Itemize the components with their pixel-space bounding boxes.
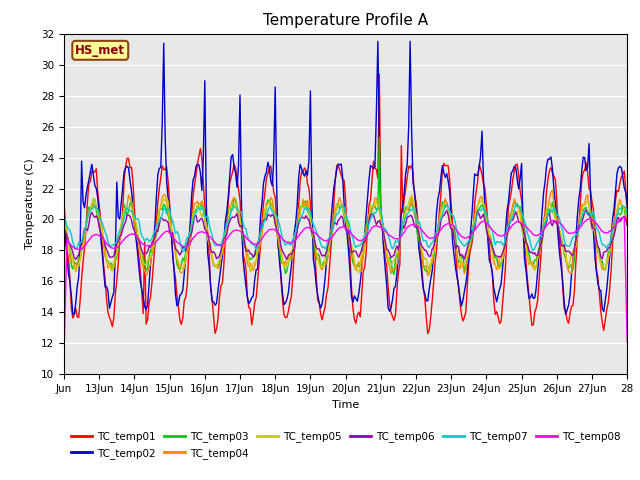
TC_temp03 (623, 216, 631, 222)
TC_temp06 (60, 226, 68, 231)
TC_temp07 (623, 210, 631, 216)
TC_temp08 (74, 246, 81, 252)
TC_temp01 (292, 236, 300, 242)
TC_temp03 (437, 208, 445, 214)
TC_temp07 (360, 236, 367, 242)
Line: TC_temp08: TC_temp08 (64, 217, 627, 354)
TC_temp02 (60, 217, 68, 223)
TC_temp03 (292, 228, 300, 234)
Line: TC_temp06: TC_temp06 (64, 210, 627, 260)
TC_temp03 (454, 260, 462, 265)
TC_temp01 (454, 286, 462, 291)
TC_temp05 (408, 194, 415, 200)
Title: Temperature Profile A: Temperature Profile A (263, 13, 428, 28)
Line: TC_temp07: TC_temp07 (64, 204, 627, 252)
Line: TC_temp05: TC_temp05 (64, 197, 627, 273)
TC_temp04 (623, 222, 631, 228)
TC_temp08 (452, 226, 460, 232)
TC_temp08 (60, 351, 68, 357)
TC_temp07 (179, 249, 187, 255)
TC_temp04 (436, 214, 444, 220)
TC_temp04 (453, 254, 461, 260)
TC_temp04 (548, 187, 556, 193)
TC_temp02 (358, 265, 365, 271)
TC_temp07 (74, 245, 81, 251)
TC_temp05 (60, 218, 68, 224)
TC_temp07 (60, 212, 68, 218)
Text: HS_met: HS_met (76, 44, 125, 57)
TC_temp07 (453, 229, 461, 235)
TC_temp08 (358, 238, 365, 243)
TC_temp08 (110, 245, 118, 251)
Line: TC_temp04: TC_temp04 (64, 190, 627, 276)
TC_temp02 (110, 289, 118, 295)
TC_temp01 (623, 208, 631, 214)
TC_temp05 (74, 265, 81, 271)
TC_temp02 (436, 189, 444, 194)
TC_temp07 (436, 220, 444, 226)
TC_temp05 (454, 249, 462, 254)
TC_temp05 (437, 211, 445, 216)
TC_temp03 (390, 272, 398, 277)
TC_temp06 (74, 254, 81, 260)
TC_temp06 (623, 222, 631, 228)
TC_temp04 (360, 248, 367, 254)
TC_temp06 (283, 257, 291, 263)
Line: TC_temp03: TC_temp03 (64, 137, 627, 275)
TC_temp01 (376, 72, 383, 77)
Legend: TC_temp01, TC_temp02, TC_temp03, TC_temp04, TC_temp05, TC_temp06, TC_temp07, TC_: TC_temp01, TC_temp02, TC_temp03, TC_temp… (67, 427, 625, 463)
TC_temp08 (292, 237, 300, 242)
TC_temp08 (434, 231, 442, 237)
TC_temp02 (292, 220, 300, 226)
TC_temp03 (358, 259, 365, 265)
TC_temp05 (110, 259, 118, 265)
TC_temp06 (436, 228, 444, 234)
TC_temp01 (424, 331, 431, 336)
TC_temp07 (512, 201, 520, 207)
TC_temp06 (110, 253, 118, 259)
TC_temp05 (292, 229, 300, 235)
TC_temp01 (74, 314, 81, 320)
TC_temp03 (60, 219, 68, 225)
TC_temp06 (293, 227, 301, 233)
TC_temp05 (623, 212, 631, 218)
TC_temp04 (110, 264, 118, 270)
TC_temp02 (74, 284, 81, 289)
TC_temp05 (360, 252, 367, 258)
TC_temp02 (562, 311, 570, 317)
TC_temp03 (110, 264, 118, 270)
Line: TC_temp01: TC_temp01 (64, 74, 627, 334)
TC_temp01 (358, 291, 365, 297)
TC_temp04 (74, 260, 81, 265)
TC_temp01 (60, 200, 68, 205)
TC_temp08 (620, 214, 628, 220)
TC_temp07 (293, 221, 301, 227)
TC_temp04 (60, 217, 68, 223)
TC_temp02 (453, 275, 461, 280)
TC_temp06 (453, 242, 461, 248)
TC_temp06 (360, 240, 367, 246)
TC_temp07 (110, 242, 118, 248)
TC_temp06 (582, 207, 590, 213)
TC_temp04 (293, 220, 301, 226)
TC_temp02 (374, 38, 381, 44)
TC_temp03 (74, 262, 81, 267)
TC_temp01 (437, 191, 445, 196)
TC_temp08 (623, 339, 631, 345)
Y-axis label: Temperature (C): Temperature (C) (26, 158, 35, 250)
TC_temp04 (142, 273, 150, 279)
TC_temp03 (376, 134, 383, 140)
TC_temp01 (110, 314, 118, 320)
Line: TC_temp02: TC_temp02 (64, 41, 627, 314)
X-axis label: Time: Time (332, 400, 359, 409)
TC_temp05 (355, 270, 363, 276)
TC_temp02 (623, 202, 631, 208)
